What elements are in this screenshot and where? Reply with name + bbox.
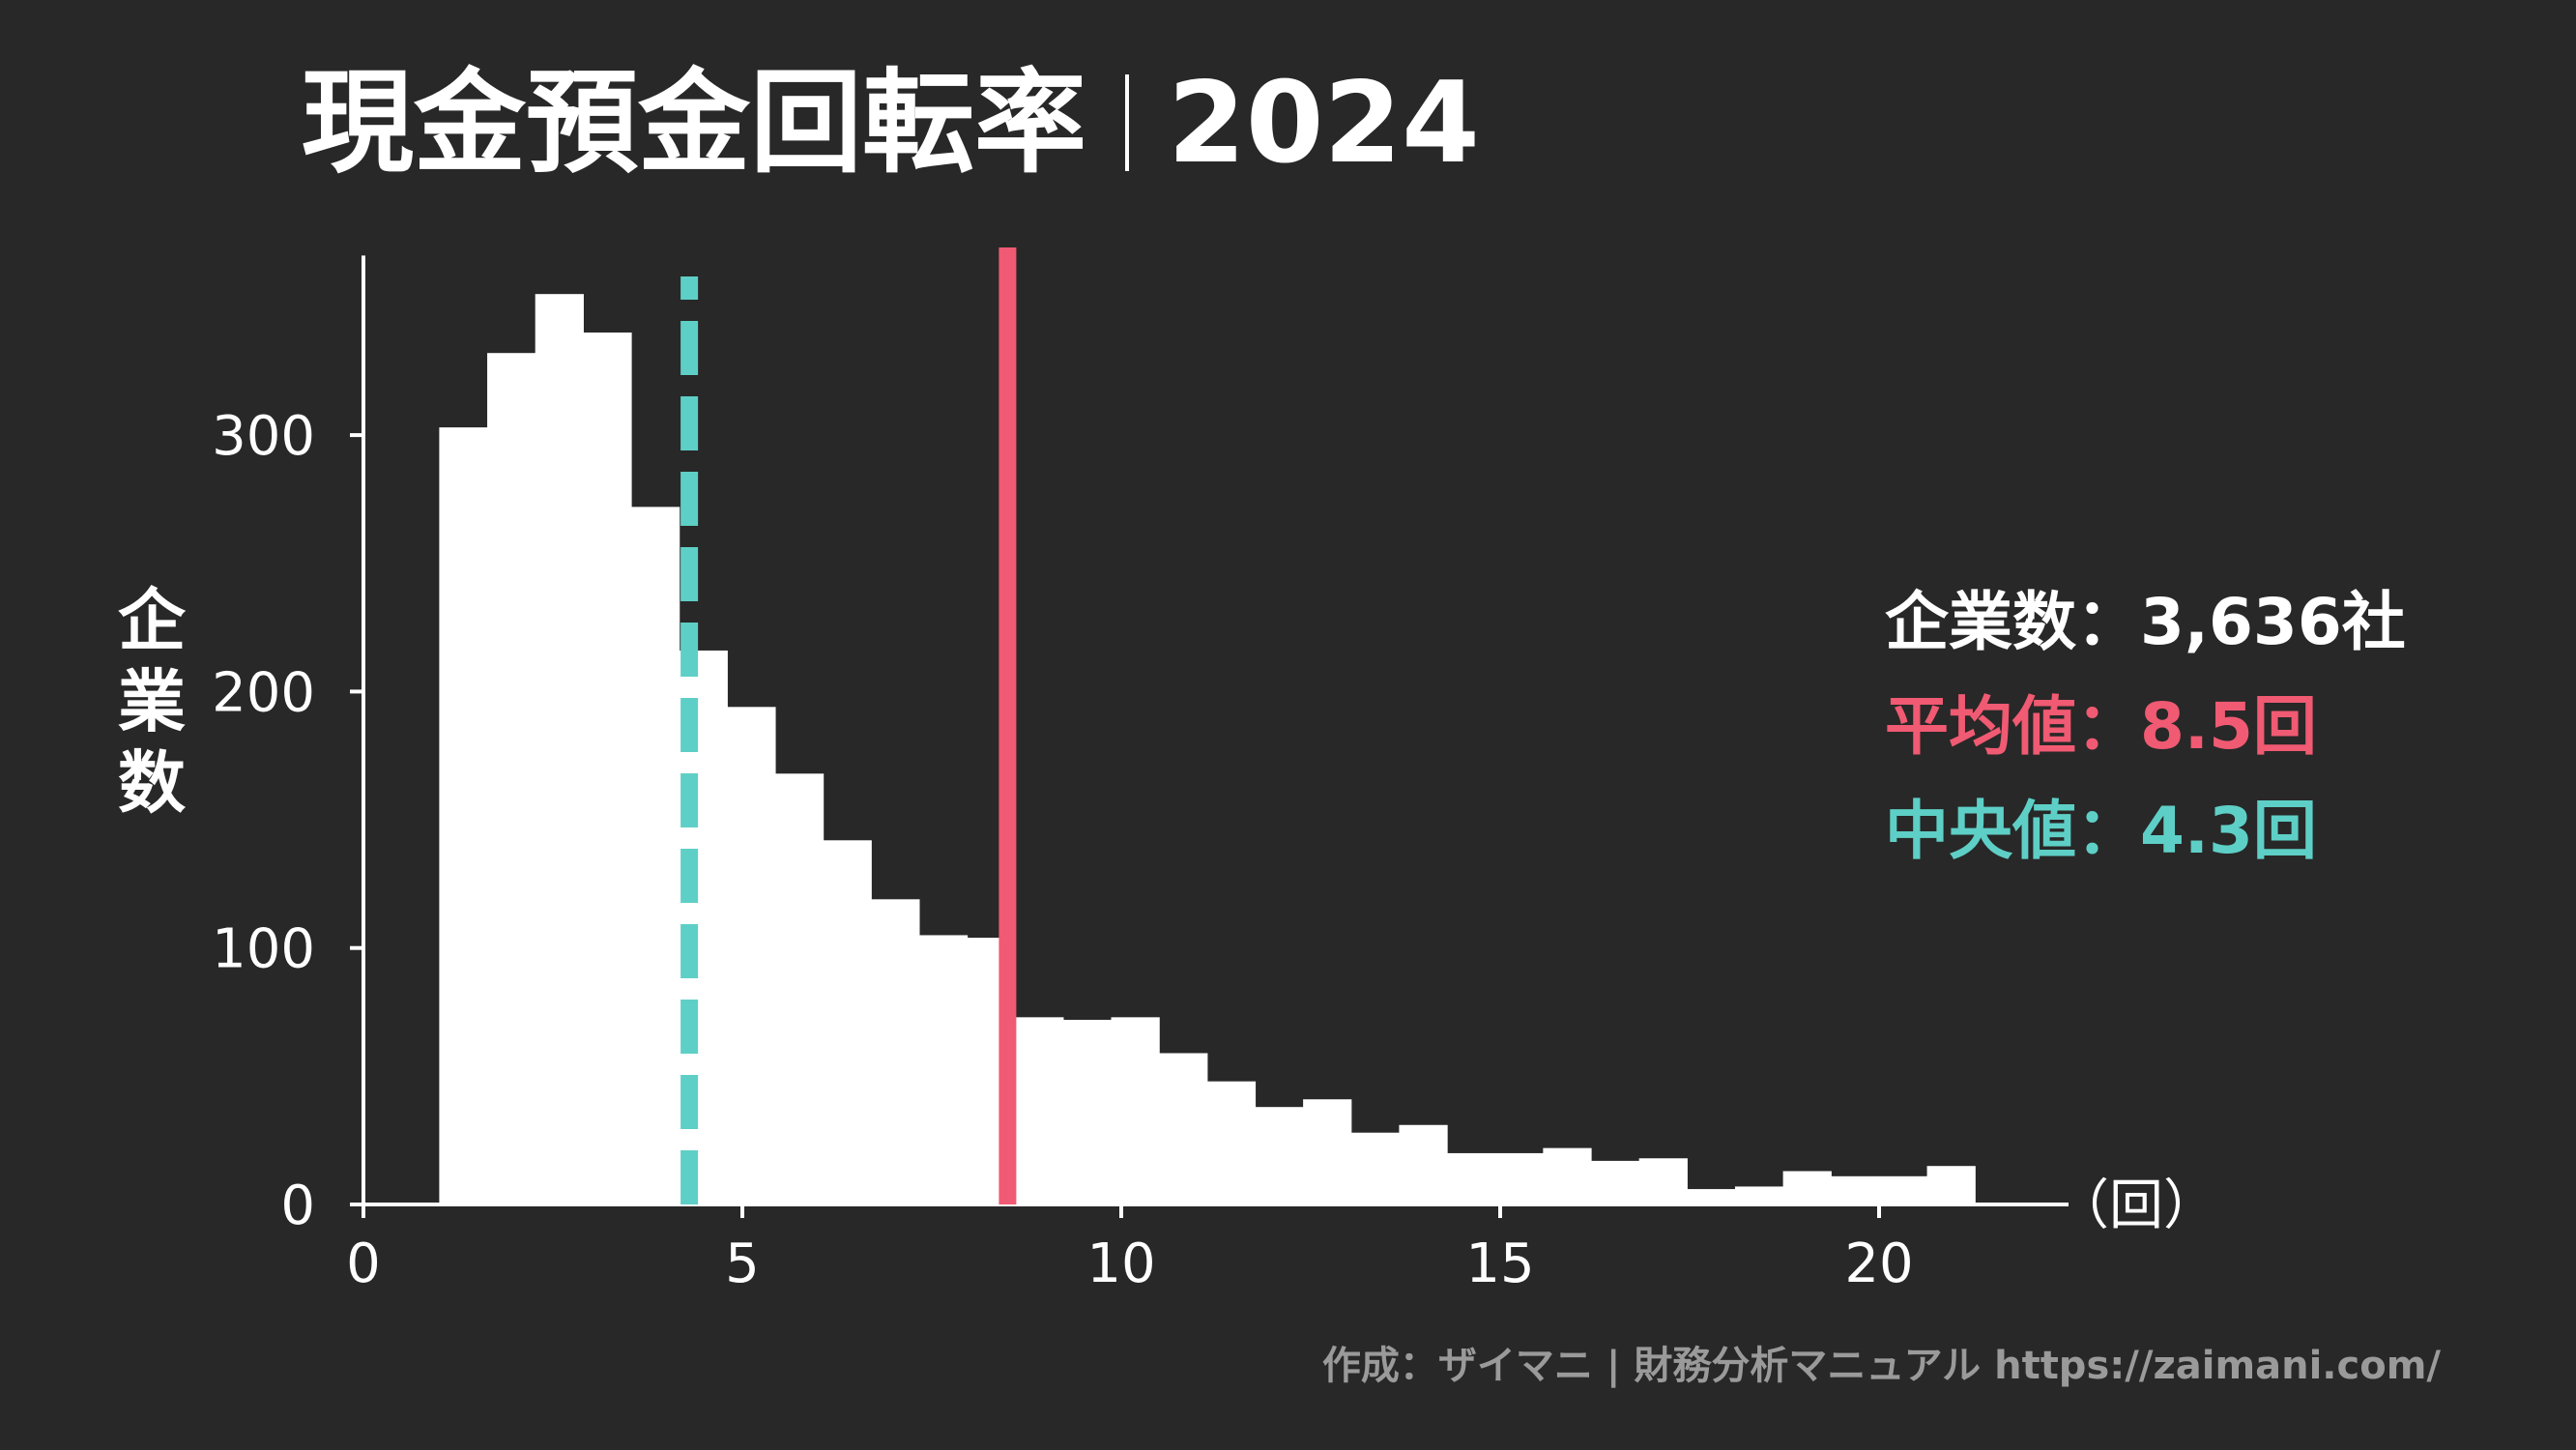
- stats-separator: ：: [2076, 794, 2140, 868]
- x-tick-label: 20: [1844, 1232, 1913, 1295]
- stats-mean: 平均値：8.5回: [1885, 675, 2406, 779]
- title-separator: [1125, 74, 1129, 171]
- histogram-bar: [823, 840, 872, 1204]
- y-axis-label-char: 数: [118, 743, 186, 823]
- histogram-bar: [1159, 1053, 1208, 1204]
- histogram-bar: [487, 353, 536, 1205]
- histogram-bar: [1111, 1017, 1160, 1204]
- y-axis-label-char: 企: [118, 581, 186, 660]
- histogram-bar: [1926, 1166, 1976, 1204]
- stats-median: 中央値：4.3回: [1885, 779, 2406, 884]
- footer-credit: 作成：ザイマニ | 財務分析マニュアル https://zaimani.com/: [1321, 1344, 2441, 1388]
- stats-median-value: 4.3回: [2140, 794, 2317, 868]
- stats-separator: ：: [2076, 585, 2140, 659]
- histogram-bar: [535, 294, 584, 1204]
- chart-title: 現金預金回転率 2024: [302, 68, 1480, 180]
- stats-mean-value: 8.5回: [2140, 689, 2317, 764]
- x-axis-unit-label: （回）: [2055, 1174, 2217, 1237]
- x-tick-label: 10: [1086, 1232, 1155, 1295]
- stats-separator: ：: [2076, 689, 2140, 764]
- histogram-bar: [1734, 1186, 1784, 1204]
- histogram-bar: [1638, 1158, 1688, 1204]
- histogram-bar: [918, 935, 969, 1204]
- stats-mean-label: 平均値: [1885, 689, 2076, 764]
- histogram-bar: [1831, 1175, 1880, 1204]
- stats-legend: 企業数：3,636社 平均値：8.5回 中央値：4.3回: [1885, 570, 2406, 884]
- y-axis-label-char: 業: [118, 662, 186, 741]
- x-tick-label: 0: [346, 1232, 381, 1295]
- histogram-bar: [1447, 1152, 1496, 1204]
- histogram-bar: [1399, 1124, 1448, 1204]
- chart-title-main: 現金預金回転率: [302, 58, 1086, 188]
- histogram-bar: [583, 332, 632, 1205]
- histogram-bar: [774, 773, 825, 1204]
- histogram-bar: [1303, 1099, 1352, 1204]
- histogram-bar: [1015, 1017, 1064, 1204]
- histogram-bar: [1782, 1171, 1832, 1204]
- y-tick-label: 300: [212, 405, 315, 468]
- histogram-bar: [1687, 1189, 1736, 1204]
- x-tick-label: 15: [1465, 1232, 1534, 1295]
- histogram-bar: [1062, 1019, 1113, 1204]
- stats-median-label: 中央値: [1885, 794, 2076, 868]
- y-tick-label: 100: [212, 918, 315, 981]
- stats-companies-value: 3,636社: [2140, 585, 2406, 659]
- histogram-bar: [1543, 1147, 1592, 1204]
- stats-companies-label: 企業数: [1885, 585, 2076, 659]
- y-tick-label: 0: [280, 1174, 315, 1237]
- y-tick-label: 200: [212, 661, 315, 724]
- histogram-bar: [1255, 1107, 1304, 1204]
- histogram-bar: [1591, 1160, 1640, 1204]
- histogram-bar: [439, 427, 488, 1204]
- x-tick-label: 5: [725, 1232, 760, 1295]
- stats-companies: 企業数：3,636社: [1885, 570, 2406, 675]
- chart-title-year: 2024: [1168, 58, 1480, 188]
- histogram-bar: [1494, 1152, 1544, 1204]
- y-axis-label: 企 業 数: [108, 580, 195, 824]
- histogram-bar: [631, 507, 680, 1204]
- histogram-bar: [727, 707, 776, 1204]
- histogram-bar: [1206, 1081, 1257, 1204]
- histogram-bar: [871, 899, 920, 1204]
- histogram-bar: [1350, 1132, 1401, 1204]
- histogram-bar: [1878, 1175, 1928, 1204]
